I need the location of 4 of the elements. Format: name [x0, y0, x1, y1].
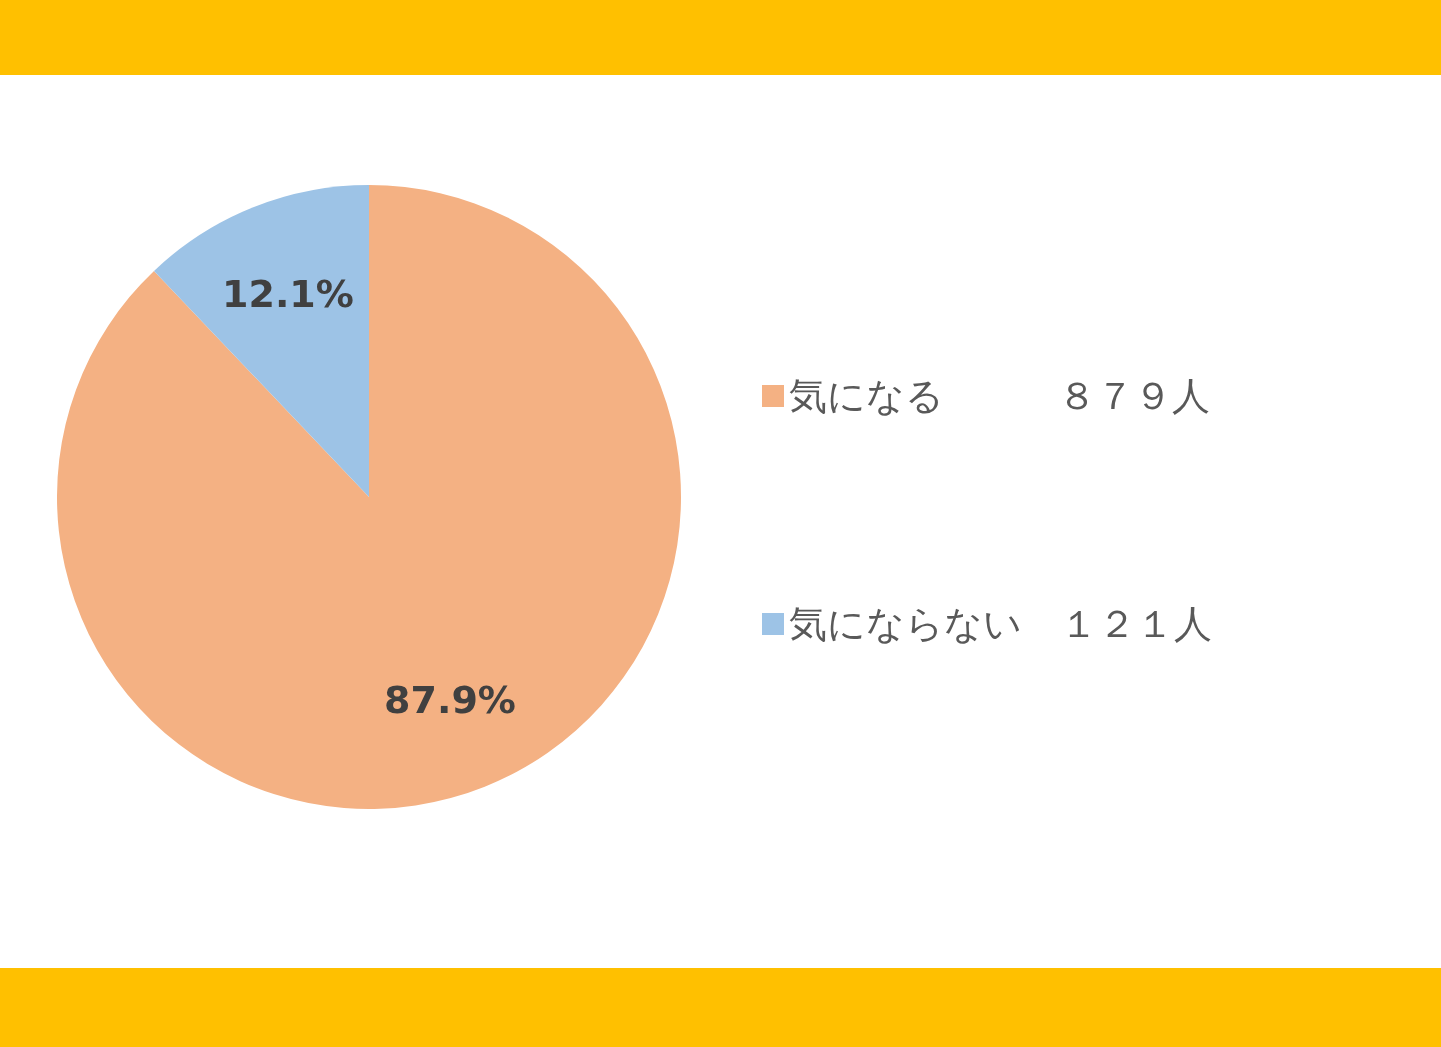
data-label: 12.1%	[222, 272, 354, 317]
legend-label: 気になる ８７９人	[789, 374, 1210, 418]
legend-label: 気にならない １２１人	[789, 602, 1212, 646]
data-label: 87.9%	[384, 677, 516, 722]
